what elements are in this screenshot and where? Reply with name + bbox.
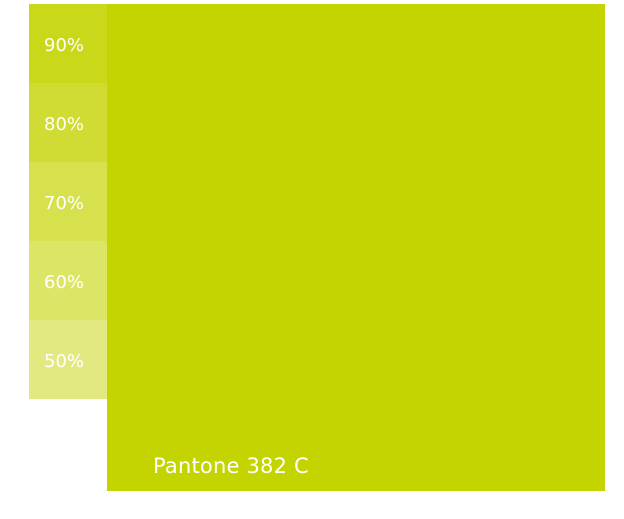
tint-swatch-60: 60% [29, 241, 107, 320]
tint-swatch-50: 50% [29, 320, 107, 399]
tint-swatch-90: 90% [29, 4, 107, 83]
tint-label: 50% [44, 351, 85, 372]
tint-swatch-80: 80% [29, 83, 107, 162]
tint-label: 70% [44, 193, 85, 214]
main-color-swatch: Pantone 382 C [107, 4, 605, 491]
tint-swatch-70: 70% [29, 162, 107, 241]
tint-label: 60% [44, 272, 85, 293]
tint-column: 90% 80% 70% 60% 50% [29, 4, 107, 399]
swatch-name: Pantone 382 C [153, 454, 309, 478]
tint-label: 80% [44, 114, 85, 135]
tint-label: 90% [44, 35, 85, 56]
